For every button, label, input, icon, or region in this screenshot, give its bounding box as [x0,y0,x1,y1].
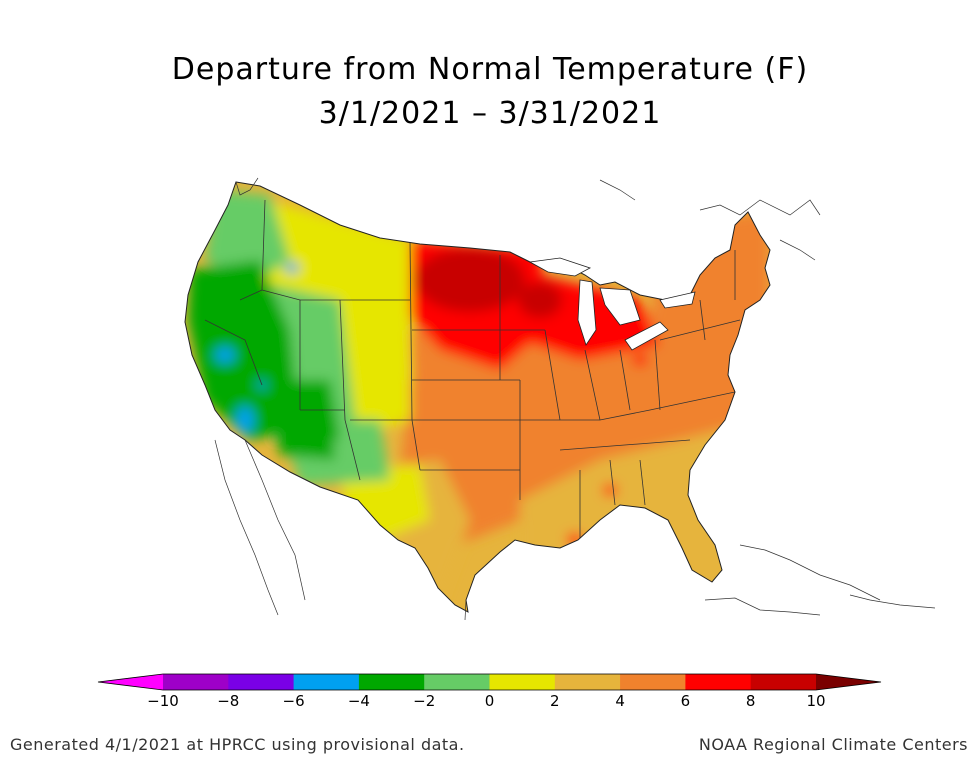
colorbar-bin [685,674,752,690]
colorbar-arrow-high [816,674,881,690]
colorbar [97,673,882,691]
map-date-range: 3/1/2021 – 3/31/2021 [318,96,662,131]
colorbar-tick-label: −8 [217,692,240,710]
state-boundaries [204,199,741,540]
colorbar-tick-label: −4 [347,692,370,710]
neighboring-coastlines [214,177,936,621]
colorbar-outline [97,673,882,691]
colorbar-bin [750,674,817,690]
map-title: Departure from Normal Temperature (F) [171,52,809,87]
colorbar-tick-label: 4 [615,692,625,710]
colorbar-bin [163,674,229,690]
colorbar-tick-label: 0 [484,692,495,710]
colorbar-bin [228,674,295,690]
colorbar-bin [620,674,686,690]
colorbar-tick-label: −6 [282,692,305,710]
colorbar-tick-label: 6 [680,692,691,710]
colorbar-tick-label: −2 [413,692,436,710]
footer-source: NOAA Regional Climate Centers [698,735,968,754]
colorbar-bin [489,674,556,690]
colorbar-bin [424,674,490,690]
colorbar-bin [293,674,360,690]
colorbar-tick-label: 10 [806,692,826,710]
colorbar-arrow-low [98,674,163,690]
colorbar-tick-label: 8 [745,692,756,710]
departure-shading [188,190,770,600]
colorbar-tick-label: −10 [147,692,179,710]
great-lakes [528,257,696,351]
colorbar-tick-label: 2 [550,692,560,710]
colorbar-bin [554,674,621,690]
colorbar-bin [358,674,425,690]
footer-generated-note: Generated 4/1/2021 at HPRCC using provis… [10,735,465,754]
